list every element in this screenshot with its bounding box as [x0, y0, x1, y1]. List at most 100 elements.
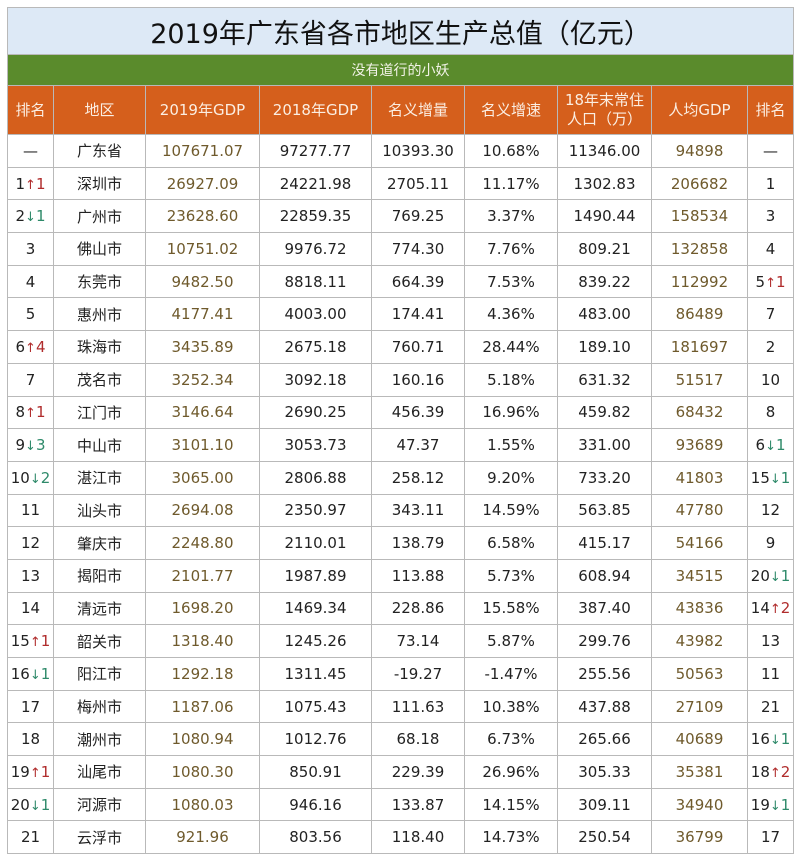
table-row: 17 梅州市 1187.06 1075.43 111.63 10.38% 437.88 271… [7, 689, 795, 724]
rank-number: 7 [765, 305, 776, 324]
region-cell: 清远市 [53, 591, 146, 626]
gdp-2019-cell: 2101.77 [145, 558, 260, 593]
gdp-2018-cell: 2110.01 [259, 526, 372, 560]
gdp-2019-cell: 1080.03 [145, 787, 260, 822]
arrow-down-icon: ↓ [769, 798, 781, 814]
region-cell: 河源市 [53, 787, 146, 822]
table-row: 9↓3 中山市 3101.10 3053.73 47.37 1.55% 331.00 9368… [7, 428, 795, 462]
header-gdp-2019: 2019年GDP [145, 85, 260, 135]
gdp-rank-cell: 21 [7, 820, 54, 855]
nominal-growth-cell: 14.15% [464, 787, 558, 822]
nominal-growth-cell: 7.76% [464, 232, 558, 266]
header-population: 18年末常住人口（万） [557, 85, 652, 135]
gdp-rank-cell: 8↑1 [7, 395, 54, 430]
arrow-up-icon: ↑ [25, 406, 36, 422]
per-capita-rank-cell: 3 [746, 199, 795, 234]
region-cell: 韶关市 [53, 624, 146, 658]
gdp-2019-cell: 1080.30 [145, 755, 260, 789]
arrow-down-icon: ↓ [29, 471, 41, 487]
gdp-2018-cell: 1469.34 [259, 591, 372, 626]
nominal-increase-cell: 343.11 [371, 493, 465, 528]
arrow-down-icon: ↓ [25, 439, 36, 455]
rank-number: 16 [750, 730, 770, 749]
header-per-capita-gdp: 人均GDP [651, 85, 748, 135]
per-capita-gdp-cell: 40689 [651, 722, 748, 757]
gdp-2019-cell: 1698.20 [145, 591, 260, 626]
gdp-rank-cell: 3 [7, 232, 54, 266]
arrow-down-icon: ↓ [769, 471, 781, 487]
population-cell: 11346.00 [557, 134, 652, 168]
region-cell: 中山市 [53, 428, 146, 462]
gdp-rank-cell: 2↓1 [7, 199, 54, 234]
per-capita-rank-cell: 2 [746, 330, 795, 364]
nominal-growth-cell: 5.73% [464, 558, 558, 593]
header-gdp-2018: 2018年GDP [259, 85, 372, 135]
nominal-increase-cell: 111.63 [371, 689, 465, 724]
per-capita-gdp-cell: 68432 [651, 395, 748, 430]
table-row: 12 肇庆市 2248.80 2110.01 138.79 6.58% 415.17 5416… [7, 526, 795, 560]
rank-number: 1 [765, 174, 776, 193]
arrow-up-icon: ↑ [29, 635, 41, 651]
per-capita-rank-cell: 11 [746, 657, 795, 691]
gdp-rank-cell: 17 [7, 689, 54, 724]
per-capita-gdp-cell: 43836 [651, 591, 748, 626]
gdp-rank-cell: 6↑4 [7, 330, 54, 364]
rank-number: 7 [25, 370, 36, 389]
gdp-2018-cell: 1245.26 [259, 624, 372, 658]
population-cell: 255.56 [557, 657, 652, 691]
population-cell: 608.94 [557, 558, 652, 593]
rank-number: 21 [761, 697, 781, 716]
gdp-table-container: 2019年广东省各市地区生产总值（亿元） 没有道行的小妖 排名 地区 2019年… [6, 7, 795, 855]
per-capita-rank-cell: 8 [746, 395, 795, 430]
table-row: 21 云浮市 921.96 803.56 118.40 14.73% 250.54 36799… [7, 820, 795, 855]
table-row: 18 潮州市 1080.94 1012.76 68.18 6.73% 265.66 40689… [7, 722, 795, 757]
header-row: 排名 地区 2019年GDP 2018年GDP 名义增量 名义增速 18年末常住… [7, 85, 795, 135]
gdp-2019-cell: 3252.34 [145, 362, 260, 397]
rank-change: 1 [35, 403, 46, 422]
table-row: 20↓1 河源市 1080.03 946.16 133.87 14.15% 309.11 34… [7, 787, 795, 822]
gdp-2019-cell: 2248.80 [145, 526, 260, 560]
table-row: 3 佛山市 10751.02 9976.72 774.30 7.76% 809.21 1328… [7, 232, 795, 266]
table-title: 2019年广东省各市地区生产总值（亿元） [6, 7, 795, 55]
rank-number: 16 [10, 664, 30, 683]
population-cell: 437.88 [557, 689, 652, 724]
rank-change: 1 [40, 795, 51, 814]
rank-number: 5 [755, 272, 766, 291]
nominal-increase-cell: 133.87 [371, 787, 465, 822]
gdp-2018-cell: 97277.77 [259, 134, 372, 168]
header-nominal-growth: 名义增速 [464, 85, 558, 135]
per-capita-gdp-cell: 94898 [651, 134, 748, 168]
table-row: 11 汕头市 2694.08 2350.97 343.11 14.59% 563.85 477… [7, 493, 795, 528]
per-capita-gdp-cell: 27109 [651, 689, 748, 724]
nominal-increase-cell: 760.71 [371, 330, 465, 364]
region-cell: 汕尾市 [53, 755, 146, 789]
rank-change: 1 [780, 730, 791, 749]
rank-number: 11 [761, 664, 781, 683]
rank-number: 21 [20, 828, 41, 847]
nominal-increase-cell: 774.30 [371, 232, 465, 266]
arrow-up-icon: ↑ [25, 177, 36, 193]
gdp-2019-cell: 3065.00 [145, 460, 260, 495]
rank-change: 1 [40, 762, 51, 781]
gdp-rank-cell: 11 [7, 493, 54, 528]
per-capita-rank-cell: 19↓1 [746, 787, 795, 822]
per-capita-gdp-cell: 181697 [651, 330, 748, 364]
per-capita-rank-cell: 12 [746, 493, 795, 528]
rank-number: 2 [765, 337, 776, 356]
gdp-2019-cell: 23628.60 [145, 199, 260, 234]
nominal-growth-cell: 10.68% [464, 134, 558, 168]
arrow-down-icon: ↓ [29, 667, 41, 683]
per-capita-rank-cell: 7 [746, 297, 795, 332]
table-row: 1↑1 深圳市 26927.09 24221.98 2705.11 11.17% 1302.… [7, 166, 795, 201]
gdp-rank-cell: 18 [7, 722, 54, 757]
gdp-2019-cell: 1080.94 [145, 722, 260, 757]
nominal-increase-cell: 769.25 [371, 199, 465, 234]
arrow-down-icon: ↓ [765, 439, 776, 455]
rank-number: 13 [761, 632, 781, 651]
rank-change: 2 [40, 468, 51, 487]
rank-number: 12 [761, 501, 781, 520]
gdp-rank-cell: 14 [7, 591, 54, 626]
population-cell: 265.66 [557, 722, 652, 757]
per-capita-gdp-cell: 47780 [651, 493, 748, 528]
region-cell: 梅州市 [53, 689, 146, 724]
